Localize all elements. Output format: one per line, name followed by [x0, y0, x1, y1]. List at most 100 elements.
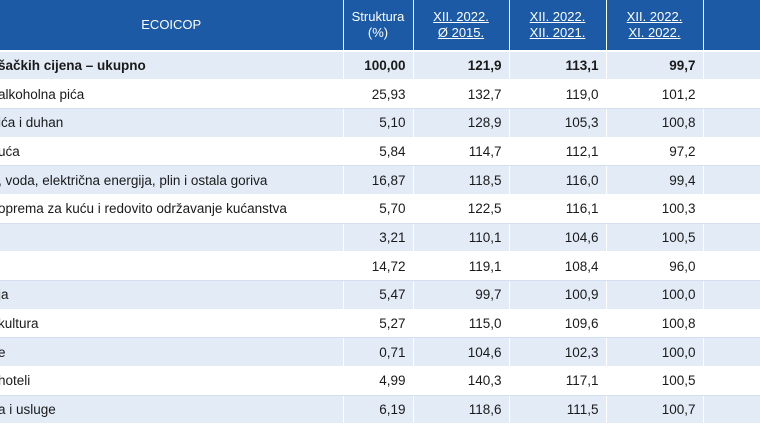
row-struktura: 5,10 — [343, 108, 414, 138]
table-row: , voda, električna energija, plin i osta… — [0, 165, 760, 195]
row-value-vs-2015: 128,9 — [413, 108, 510, 138]
table-row: kultura 5,27 115,0 109,6 100,8 — [0, 309, 760, 339]
table-row: 3,21 110,1 104,6 100,5 — [0, 223, 760, 253]
row-value-vs-2021: 119,0 — [509, 79, 607, 109]
header-col3-line2[interactable]: XI. 2022. — [628, 25, 681, 40]
row-extra-cell — [703, 251, 760, 281]
header-col2-line1[interactable]: XII. 2022. — [529, 9, 586, 24]
row-label: šačkih cijena – ukupno — [0, 51, 344, 81]
row-extra-cell — [703, 395, 760, 425]
row-value-vs-nov-2022: 99,7 — [606, 51, 704, 81]
row-struktura: 3,21 — [343, 223, 414, 253]
row-label: , voda, električna energija, plin i osta… — [0, 165, 344, 195]
row-value-vs-2015: 140,3 — [413, 366, 510, 396]
table-row: oprema za kuću i redovito održavanje kuć… — [0, 194, 760, 224]
row-value-vs-nov-2022: 100,7 — [606, 395, 704, 425]
header-struktura: Struktura (%) — [343, 0, 414, 52]
header-col1[interactable]: XII. 2022. Ø 2015. — [413, 0, 510, 52]
row-extra-cell — [703, 165, 760, 195]
row-value-vs-nov-2022: 100,5 — [606, 223, 704, 253]
row-extra-cell — [703, 309, 760, 339]
row-label: oprema za kuću i redovito održavanje kuć… — [0, 194, 344, 224]
row-struktura: 25,93 — [343, 79, 414, 109]
row-label: uća — [0, 137, 344, 167]
row-value-vs-2015: 104,6 — [413, 337, 510, 368]
row-extra-cell — [703, 79, 760, 109]
row-extra-cell — [703, 223, 760, 253]
row-value-vs-2021: 102,3 — [509, 337, 607, 368]
header-col2-line2[interactable]: XII. 2021. — [529, 25, 586, 40]
header-ecoicop: ECOICOP — [0, 0, 344, 52]
row-value-vs-2021: 117,1 — [509, 366, 607, 396]
row-value-vs-2015: 114,7 — [413, 137, 510, 167]
row-label: ja — [0, 280, 344, 310]
table-row: a i usluge 6,19 118,6 111,5 100,7 — [0, 395, 760, 425]
row-value-vs-nov-2022: 101,2 — [606, 79, 704, 109]
row-value-vs-2021: 104,6 — [509, 223, 607, 253]
row-label: ića i duhan — [0, 108, 344, 138]
row-value-vs-2015: 99,7 — [413, 280, 510, 310]
row-label: e — [0, 337, 344, 368]
header-struktura-line1: Struktura — [351, 9, 405, 24]
row-struktura: 4,99 — [343, 366, 414, 396]
row-extra-cell — [703, 194, 760, 224]
row-value-vs-2015: 119,1 — [413, 251, 510, 281]
table-row-total: šačkih cijena – ukupno 100,00 121,9 113,1 99… — [0, 51, 760, 81]
row-extra-cell — [703, 366, 760, 396]
header-struktura-line2: (%) — [367, 25, 389, 40]
row-value-vs-2015: 122,5 — [413, 194, 510, 224]
row-struktura: 16,87 — [343, 165, 414, 195]
row-value-vs-2021: 105,3 — [509, 108, 607, 138]
row-label: alkoholna pića — [0, 79, 344, 109]
row-label: hoteli — [0, 366, 344, 396]
table-body: šačkih cijena – ukupno 100,00 121,9 113,1 99… — [0, 51, 760, 425]
row-value-vs-2021: 100,9 — [509, 280, 607, 310]
row-extra-cell — [703, 137, 760, 167]
row-value-vs-2015: 118,6 — [413, 395, 510, 425]
row-value-vs-2021: 112,1 — [509, 137, 607, 167]
row-value-vs-2015: 132,7 — [413, 79, 510, 109]
row-struktura: 5,47 — [343, 280, 414, 310]
row-extra-cell — [703, 337, 760, 368]
header-col2[interactable]: XII. 2022. XII. 2021. — [509, 0, 607, 52]
row-value-vs-2015: 118,5 — [413, 165, 510, 195]
row-extra-cell — [703, 51, 760, 81]
row-value-vs-2021: 108,4 — [509, 251, 607, 281]
table-row: alkoholna pića 25,93 132,7 119,0 101,2 — [0, 79, 760, 109]
row-value-vs-2021: 116,0 — [509, 165, 607, 195]
row-value-vs-nov-2022: 100,0 — [606, 280, 704, 310]
row-value-vs-nov-2022: 100,0 — [606, 337, 704, 368]
row-label — [0, 223, 344, 253]
row-value-vs-nov-2022: 100,8 — [606, 108, 704, 138]
table-row: ića i duhan 5,10 128,9 105,3 100,8 — [0, 108, 760, 138]
row-value-vs-nov-2022: 99,4 — [606, 165, 704, 195]
row-struktura: 5,70 — [343, 194, 414, 224]
row-struktura: 5,84 — [343, 137, 414, 167]
row-label: kultura — [0, 309, 344, 339]
row-struktura: 14,72 — [343, 251, 414, 281]
row-struktura: 100,00 — [343, 51, 414, 81]
row-value-vs-2015: 110,1 — [413, 223, 510, 253]
header-extra — [703, 0, 760, 52]
row-value-vs-2015: 121,9 — [413, 51, 510, 81]
header-col1-line1[interactable]: XII. 2022. — [433, 9, 489, 24]
row-value-vs-2021: 109,6 — [509, 309, 607, 339]
row-value-vs-2021: 111,5 — [509, 395, 607, 425]
row-value-vs-nov-2022: 100,5 — [606, 366, 704, 396]
table-row: hoteli 4,99 140,3 117,1 100,5 — [0, 366, 760, 396]
header-col1-line2[interactable]: Ø 2015. — [437, 25, 485, 40]
row-extra-cell — [703, 108, 760, 138]
row-struktura: 6,19 — [343, 395, 414, 425]
row-value-vs-2021: 116,1 — [509, 194, 607, 224]
table-row: 14,72 119,1 108,4 96,0 — [0, 251, 760, 281]
header-col3-line1[interactable]: XII. 2022. — [626, 9, 683, 24]
row-value-vs-nov-2022: 97,2 — [606, 137, 704, 167]
row-value-vs-nov-2022: 96,0 — [606, 251, 704, 281]
row-extra-cell — [703, 280, 760, 310]
row-value-vs-2015: 115,0 — [413, 309, 510, 339]
header-col3[interactable]: XII. 2022. XI. 2022. — [606, 0, 704, 52]
